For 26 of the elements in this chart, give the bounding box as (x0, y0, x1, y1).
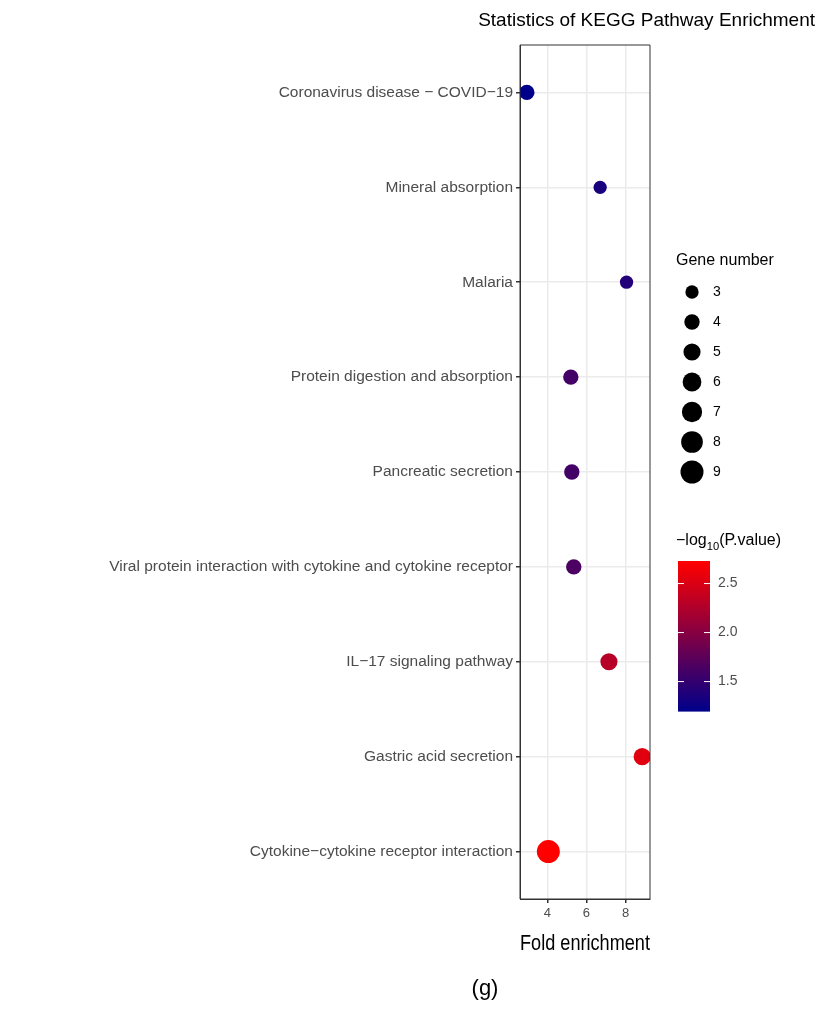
y-tick-label: Mineral absorption (385, 177, 513, 195)
color-bar-label: 1.5 (718, 672, 738, 689)
legend-label: 6 (713, 372, 721, 389)
legend-label: 8 (713, 432, 721, 449)
legend-title: Gene number (676, 251, 775, 268)
color-bar-label: 2.0 (718, 623, 738, 640)
y-tick-label: Malaria (462, 272, 514, 290)
legend-label: 9 (713, 462, 721, 479)
x-tick-label: 4 (543, 905, 551, 921)
y-tick-label: Gastric acid secretion (363, 746, 513, 764)
color-bar-label: 2.5 (718, 574, 738, 591)
y-tick-label: Protein digestion and absorption (290, 367, 513, 385)
y-tick-label: Pancreatic secretion (372, 462, 513, 480)
legend-label: 4 (713, 312, 721, 329)
y-tick-label: Viral protein interaction with cytokine and cytokine receptor (109, 557, 513, 575)
legend-label: 5 (713, 342, 721, 359)
y-tick-label: IL−17 signaling pathway (346, 652, 514, 670)
chart-title: Statistics of KEGG Pathway Enrichment (478, 9, 816, 30)
y-tick-label: Coronavirus disease − COVID−19 (278, 82, 513, 100)
legend-label: 3 (713, 282, 721, 299)
x-tick-label: 6 (582, 905, 591, 921)
x-axis-title: Fold enrichment (520, 930, 651, 955)
y-tick-label: Cytokine−cytokine receptor interaction (249, 841, 513, 859)
text: (g) (471, 975, 499, 1000)
legend-label: 7 (713, 402, 721, 419)
x-tick-label: 8 (621, 905, 630, 921)
